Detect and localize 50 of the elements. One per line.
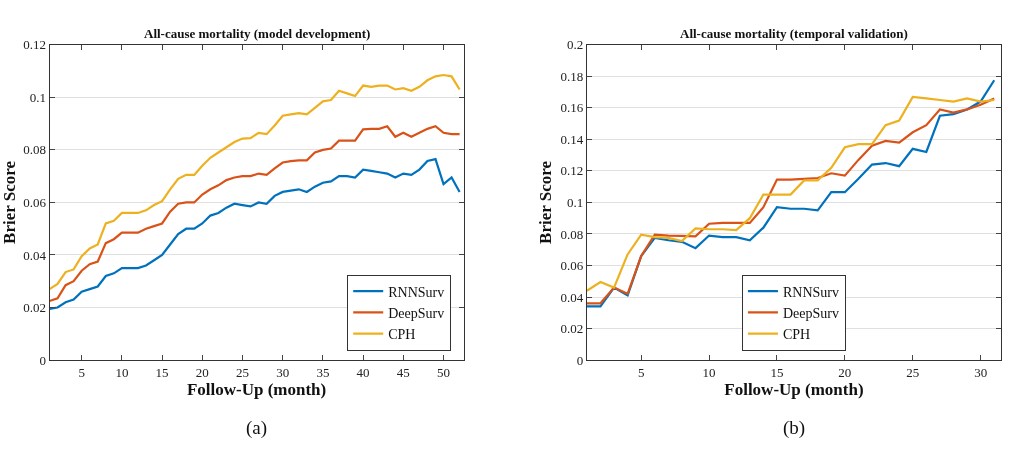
y-tick-label: 0.12 (560, 163, 584, 179)
x-axis-title: Follow-Up (month) (186, 379, 327, 399)
y-tick-label: 0.18 (560, 68, 584, 84)
x-tick-label: 45 (396, 364, 410, 380)
legend-label: RNNSurv (782, 284, 839, 300)
y-tick-label: 0.2 (567, 37, 584, 53)
y-tick-label: 0.06 (560, 258, 584, 274)
x-tick-label: 50 (437, 364, 451, 380)
y-tick-label: 0.1 (567, 194, 584, 210)
y-tick-label: 0.16 (560, 100, 584, 116)
y-tick-label: 0.02 (23, 300, 46, 316)
chart-title: All-cause mortality (model development) (144, 26, 371, 41)
x-tick-label: 30 (974, 364, 988, 380)
x-tick-label: 40 (356, 364, 370, 380)
chart-title: All-cause mortality (temporal validation) (680, 26, 908, 41)
x-tick-label: 10 (702, 364, 716, 380)
x-tick-label: 5 (78, 364, 85, 380)
legend-label: RNNSurv (388, 284, 445, 300)
y-tick-label: 0.08 (560, 226, 584, 242)
y-tick-label: 0.1 (29, 89, 46, 105)
y-tick-label: 0.04 (560, 289, 584, 305)
y-tick-label: 0.14 (560, 131, 584, 147)
x-tick-label: 10 (115, 364, 129, 380)
text: (b) (783, 417, 806, 439)
y-tick-label: 0 (39, 352, 46, 368)
x-tick-label: 20 (838, 364, 852, 380)
text: (a) (246, 417, 268, 439)
y-tick-label: 0.08 (23, 142, 46, 158)
x-tick-label: 30 (276, 364, 290, 380)
legend-label: DeepSurv (388, 305, 445, 321)
legend-label: CPH (782, 327, 811, 343)
y-axis-title: Brier Score (0, 160, 19, 244)
y-tick-label: 0.04 (23, 247, 47, 263)
x-tick-label: 35 (316, 364, 330, 380)
y-tick-label: 0 (576, 352, 584, 368)
line-series (49, 125, 461, 303)
x-tick-label: 20 (195, 364, 209, 380)
x-tick-label: 15 (770, 364, 784, 380)
y-tick-label: 0.12 (23, 37, 46, 53)
x-tick-label: 15 (155, 364, 169, 380)
x-tick-label: 25 (906, 364, 920, 380)
x-tick-label: 25 (236, 364, 249, 380)
legend-label: CPH (388, 327, 416, 343)
y-tick-label: 0.02 (560, 321, 584, 337)
y-tick-label: 0.06 (23, 194, 47, 210)
x-tick-label: 5 (637, 364, 645, 380)
legend-label: DeepSurv (782, 305, 839, 321)
y-axis-title: Brier Score (536, 160, 556, 244)
line-series (49, 157, 461, 310)
x-axis-title: Follow-Up (month) (724, 379, 864, 399)
